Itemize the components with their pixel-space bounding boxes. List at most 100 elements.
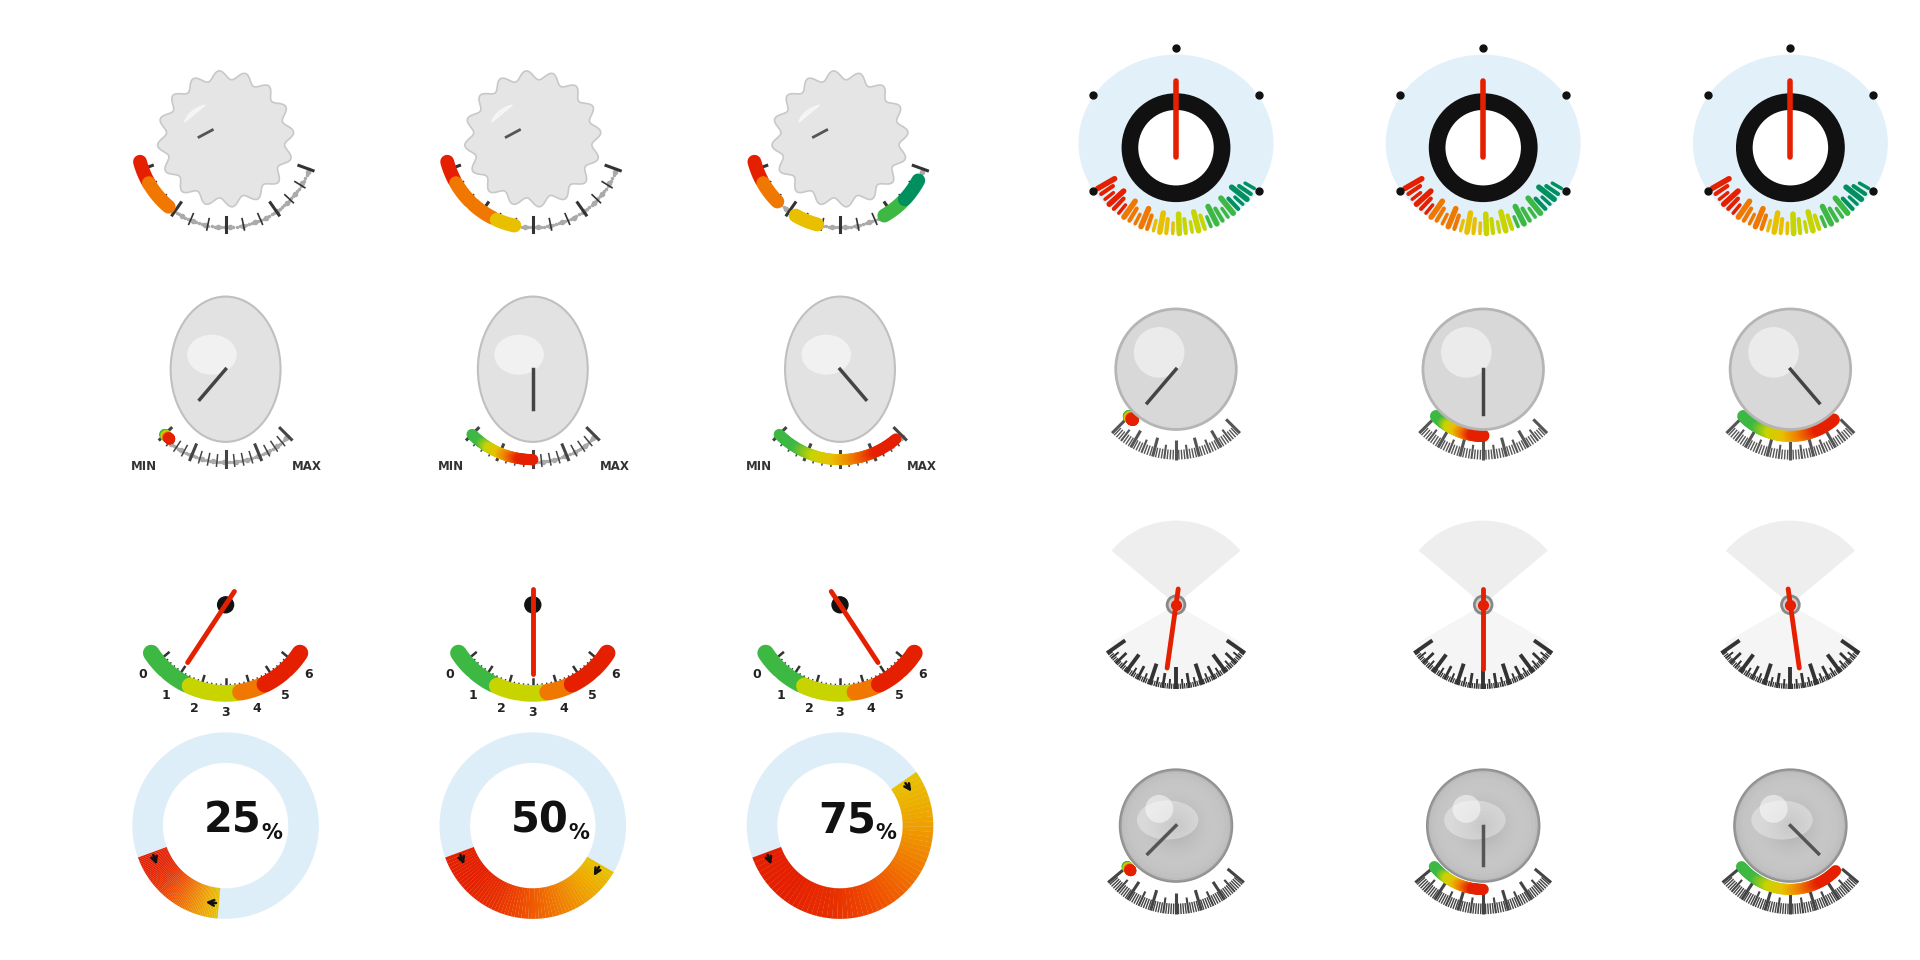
Ellipse shape	[1444, 801, 1505, 840]
Circle shape	[1780, 814, 1801, 837]
Circle shape	[1165, 814, 1187, 837]
Wedge shape	[1419, 520, 1548, 605]
Text: 75: 75	[818, 800, 876, 841]
Ellipse shape	[493, 335, 543, 374]
Text: MIN: MIN	[131, 460, 157, 473]
Text: 1: 1	[161, 688, 171, 702]
Ellipse shape	[1693, 55, 1887, 232]
Circle shape	[1169, 818, 1183, 833]
Text: 25: 25	[204, 800, 261, 841]
Circle shape	[1173, 822, 1179, 829]
Circle shape	[1730, 309, 1851, 429]
Circle shape	[1478, 600, 1488, 610]
Ellipse shape	[1079, 55, 1273, 232]
Text: 6: 6	[303, 668, 313, 681]
Circle shape	[1745, 780, 1836, 871]
Circle shape	[1146, 796, 1206, 855]
Text: 6: 6	[918, 668, 927, 681]
Text: 50: 50	[511, 800, 568, 841]
Circle shape	[1475, 596, 1492, 613]
Circle shape	[1741, 778, 1839, 874]
Text: 5: 5	[588, 688, 597, 702]
Circle shape	[1131, 780, 1221, 871]
Circle shape	[1119, 770, 1233, 881]
Circle shape	[1450, 115, 1517, 180]
Circle shape	[1167, 596, 1185, 613]
Ellipse shape	[1751, 801, 1812, 840]
Circle shape	[1734, 770, 1847, 881]
Circle shape	[1761, 795, 1788, 823]
Wedge shape	[1112, 520, 1240, 605]
Polygon shape	[772, 71, 908, 206]
Text: 6: 6	[611, 668, 620, 681]
Circle shape	[524, 597, 541, 612]
Text: %: %	[261, 823, 282, 843]
Wedge shape	[1112, 605, 1240, 680]
Circle shape	[1469, 810, 1498, 841]
Text: 1: 1	[468, 688, 478, 702]
Ellipse shape	[186, 335, 236, 374]
Circle shape	[1430, 774, 1536, 877]
Text: 2: 2	[190, 702, 200, 715]
Circle shape	[1427, 770, 1540, 881]
Text: MIN: MIN	[745, 460, 772, 473]
Circle shape	[1772, 807, 1809, 844]
Circle shape	[1171, 600, 1181, 610]
Circle shape	[1158, 807, 1194, 844]
Circle shape	[1768, 804, 1812, 848]
Circle shape	[1453, 795, 1480, 823]
Circle shape	[1453, 796, 1513, 855]
Text: 5: 5	[280, 688, 290, 702]
Text: MAX: MAX	[599, 460, 630, 473]
Text: 1: 1	[776, 688, 785, 702]
Circle shape	[1427, 770, 1540, 881]
Text: 4: 4	[866, 702, 876, 715]
Text: %: %	[568, 823, 589, 843]
Circle shape	[1446, 788, 1521, 863]
Circle shape	[1436, 102, 1528, 194]
Circle shape	[1461, 804, 1505, 848]
Circle shape	[1738, 774, 1843, 877]
Circle shape	[1116, 309, 1236, 429]
Ellipse shape	[1386, 55, 1580, 232]
Circle shape	[1743, 102, 1836, 194]
Circle shape	[1142, 792, 1210, 859]
Circle shape	[1142, 115, 1210, 180]
Circle shape	[1438, 780, 1528, 871]
Text: 5: 5	[895, 688, 904, 702]
Text: MAX: MAX	[292, 460, 323, 473]
Text: 2: 2	[804, 702, 814, 715]
Circle shape	[1442, 327, 1492, 377]
Circle shape	[1465, 807, 1501, 844]
Circle shape	[1139, 788, 1213, 863]
Polygon shape	[799, 105, 820, 122]
Circle shape	[1135, 327, 1185, 377]
Circle shape	[217, 597, 234, 612]
Circle shape	[1135, 784, 1217, 867]
Text: 3: 3	[528, 707, 538, 719]
Circle shape	[1476, 818, 1490, 833]
Circle shape	[1776, 810, 1805, 841]
Polygon shape	[465, 71, 601, 206]
Circle shape	[1784, 818, 1797, 833]
Circle shape	[1480, 822, 1486, 829]
Polygon shape	[157, 71, 294, 206]
Circle shape	[1734, 770, 1847, 881]
Circle shape	[1150, 800, 1202, 852]
Polygon shape	[184, 105, 205, 122]
Wedge shape	[1726, 605, 1855, 680]
Text: 4: 4	[252, 702, 261, 715]
Circle shape	[1782, 596, 1799, 613]
Ellipse shape	[171, 297, 280, 442]
Text: 3: 3	[835, 707, 845, 719]
Circle shape	[1154, 804, 1198, 848]
Circle shape	[1749, 784, 1832, 867]
Circle shape	[1162, 810, 1190, 841]
Text: 0: 0	[753, 668, 762, 681]
Ellipse shape	[785, 297, 895, 442]
Text: 3: 3	[221, 707, 230, 719]
Circle shape	[1749, 327, 1799, 377]
Wedge shape	[1726, 520, 1855, 605]
Text: 2: 2	[497, 702, 507, 715]
Circle shape	[1473, 814, 1494, 837]
